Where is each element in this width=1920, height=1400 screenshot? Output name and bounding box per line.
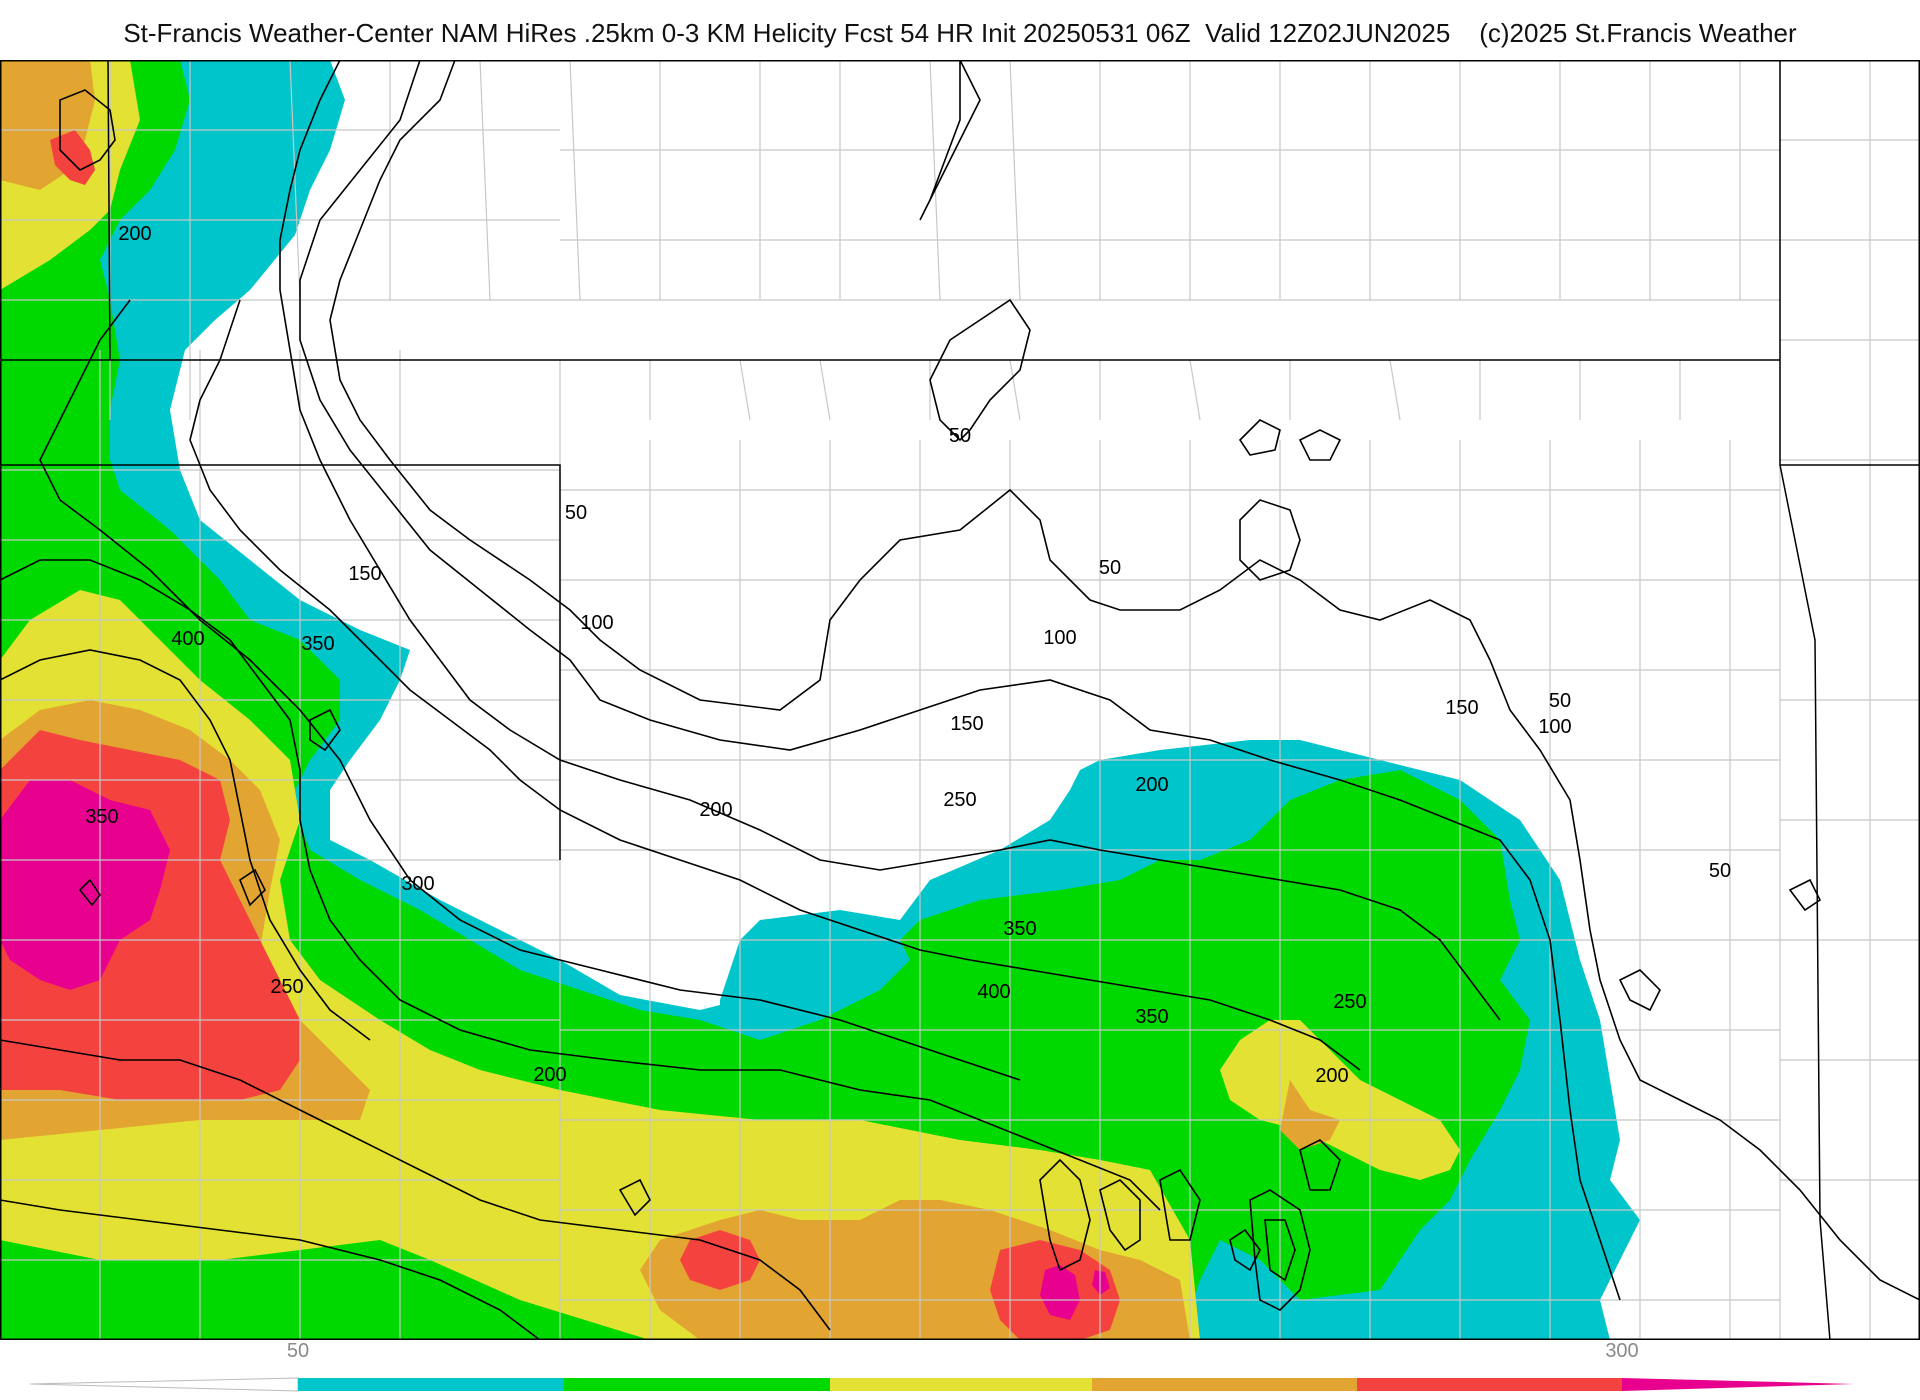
helicity-map: 200 150 400 350 350 300 250 200 50 100 5… — [0, 60, 1920, 1340]
contour-label: 100 — [1043, 627, 1076, 649]
colorbar-label-low: 50 — [286, 1340, 310, 1362]
contour-label: 350 — [301, 633, 334, 655]
contour-label: 350 — [1135, 1006, 1168, 1028]
colorbar-bin — [830, 1378, 1092, 1391]
contour-label: 150 — [1445, 697, 1478, 719]
contour-label: 400 — [171, 628, 204, 650]
contour-label: 50 — [1549, 690, 1571, 712]
colorbar-bin — [564, 1378, 830, 1391]
contour-label: 150 — [348, 563, 381, 585]
county-lines — [0, 60, 1920, 1340]
contour-label: 150 — [950, 713, 983, 735]
colorbar-left-arrow — [29, 1377, 299, 1392]
contour-label: 200 — [1135, 774, 1168, 796]
contour-label: 100 — [1538, 716, 1571, 738]
colorbar-bin — [1357, 1378, 1622, 1391]
state-lines — [0, 60, 1920, 1340]
contour-label: 50 — [949, 425, 971, 447]
contour-label: 200 — [699, 799, 732, 821]
colorbar-right-arrow — [1622, 1378, 1854, 1391]
colorbar — [29, 1377, 1854, 1392]
contour-label: 200 — [118, 223, 151, 245]
contour-label: 50 — [1099, 557, 1121, 579]
contour-label: 350 — [85, 806, 118, 828]
contour-label: 350 — [1003, 918, 1036, 940]
contour-label: 200 — [1315, 1065, 1348, 1087]
helicity-contours — [0, 60, 1920, 1340]
colorbar-bin — [1092, 1378, 1357, 1391]
contour-label: 250 — [270, 976, 303, 998]
contour-label: 300 — [401, 873, 434, 895]
map-title: St-Francis Weather-Center NAM HiRes .25k… — [123, 18, 1797, 48]
contour-label: 250 — [943, 789, 976, 811]
contour-label: 50 — [1709, 860, 1731, 882]
contour-label: 50 — [565, 502, 587, 524]
contour-label: 100 — [580, 612, 613, 634]
contour-label: 250 — [1333, 991, 1366, 1013]
colorbar-label-high: 300 — [1605, 1340, 1639, 1362]
colorbar-bin — [298, 1378, 564, 1391]
contour-labels: 200 150 400 350 350 300 250 200 50 100 5… — [85, 223, 1731, 1087]
contour-label: 400 — [977, 981, 1010, 1003]
contour-label: 200 — [533, 1064, 566, 1086]
map-frame — [0, 60, 1920, 1340]
